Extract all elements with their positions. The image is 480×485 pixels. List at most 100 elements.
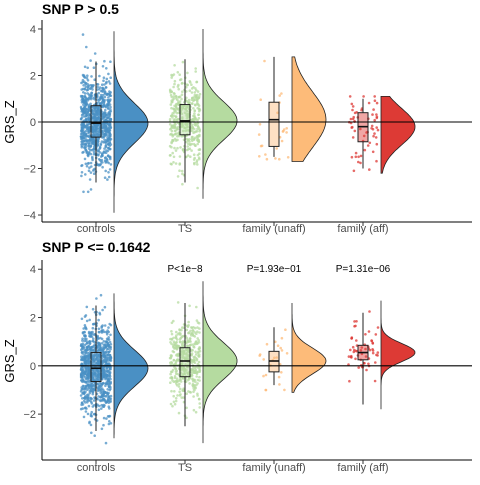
data-point (190, 87, 194, 90)
data-point (99, 293, 103, 297)
data-point (185, 392, 188, 396)
data-point (107, 111, 111, 114)
data-point (81, 401, 84, 404)
data-point (97, 376, 101, 379)
data-point (193, 358, 196, 362)
data-point (96, 370, 100, 373)
data-point (88, 383, 91, 387)
data-point (285, 352, 289, 355)
data-point (185, 85, 188, 89)
data-point (89, 385, 93, 389)
data-point (96, 397, 99, 401)
data-point (87, 135, 91, 138)
y-tick-label: 2 (30, 313, 36, 325)
data-point (278, 94, 282, 97)
data-point (81, 87, 85, 91)
data-point (80, 143, 83, 146)
data-point (108, 168, 112, 171)
data-point (274, 157, 277, 160)
data-point (357, 155, 360, 159)
data-point (108, 137, 111, 140)
data-point (285, 127, 289, 130)
data-point (259, 98, 263, 101)
data-point (198, 353, 201, 356)
density-cloud (291, 303, 327, 393)
data-point (175, 354, 178, 357)
data-point (83, 343, 87, 347)
data-point (83, 334, 86, 337)
data-point (183, 372, 186, 375)
data-point (192, 131, 195, 135)
data-point (185, 117, 189, 120)
data-point (198, 92, 202, 96)
data-point (187, 320, 190, 324)
data-point (102, 340, 106, 343)
data-point (108, 407, 111, 410)
data-point (278, 157, 281, 161)
data-point (92, 150, 96, 154)
data-point (171, 112, 174, 115)
data-point (107, 72, 110, 76)
data-point (170, 90, 173, 93)
x-tick-label: family (aff) (337, 462, 388, 474)
data-point (82, 379, 85, 383)
data-point (108, 123, 112, 127)
data-point (171, 350, 175, 353)
data-point (100, 83, 104, 86)
data-point (98, 146, 102, 150)
data-point (104, 143, 108, 147)
data-point (86, 401, 89, 404)
data-point (375, 353, 378, 357)
data-point (101, 324, 104, 327)
data-point (105, 333, 109, 336)
data-point (185, 112, 188, 116)
data-point (177, 411, 181, 415)
data-point (104, 345, 108, 349)
data-point (172, 133, 175, 137)
data-point (190, 374, 194, 377)
data-point (102, 76, 106, 79)
data-point (84, 85, 88, 89)
data-point (80, 116, 84, 119)
data-point (190, 102, 194, 105)
data-point (82, 384, 86, 388)
data-point (182, 326, 186, 330)
data-point (106, 98, 109, 102)
data-point (80, 376, 83, 379)
data-point (79, 407, 83, 411)
data-point (93, 98, 96, 101)
data-point (181, 116, 184, 119)
x-tick-label: family (unaff) (242, 223, 305, 235)
data-point (86, 86, 90, 90)
data-point (177, 117, 180, 121)
p-value-annotation: P=1.93e−01 (247, 264, 302, 275)
data-point (373, 95, 377, 98)
density-cloud (380, 300, 416, 410)
data-point (190, 123, 194, 127)
data-point (89, 161, 93, 165)
data-point (174, 104, 178, 108)
data-point (188, 89, 192, 92)
data-point (88, 391, 92, 395)
data-point (275, 147, 279, 150)
data-point (170, 332, 174, 336)
data-point (193, 98, 197, 101)
data-point (86, 140, 89, 143)
data-point (96, 85, 99, 89)
data-point (186, 371, 189, 375)
data-point (92, 145, 96, 149)
data-point (176, 394, 179, 397)
data-point (172, 97, 176, 100)
data-point (80, 164, 84, 167)
data-point (285, 131, 288, 134)
data-point (186, 344, 189, 348)
y-tick-label: 0 (30, 117, 36, 129)
data-point (107, 93, 111, 96)
data-point (102, 423, 105, 427)
data-point (94, 358, 98, 361)
box-iqr (268, 101, 280, 147)
data-point (88, 340, 92, 343)
data-point (375, 115, 379, 119)
data-point (102, 371, 105, 375)
data-point (198, 134, 201, 138)
